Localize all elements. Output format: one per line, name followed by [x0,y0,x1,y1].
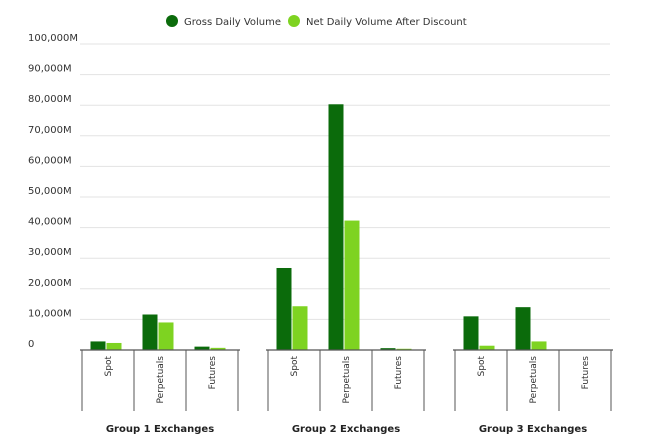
bar-net [106,342,122,350]
bar-net [344,220,360,350]
x-category-label: Perpetuals [156,356,166,404]
bar-gross [194,346,210,350]
group-label: Group 1 Exchanges [106,424,214,435]
y-tick-label: 0 [28,339,34,350]
gridlines [80,43,610,320]
x-category-label: Futures [581,356,591,390]
bar-gross [380,348,396,350]
legend-swatch [166,15,178,27]
bar-net [158,322,174,350]
y-tick-label: 100,000M [28,33,78,44]
legend-label: Gross Daily Volume [184,17,281,28]
y-tick-label: 10,000M [28,308,72,319]
y-tick-label: 80,000M [28,94,72,105]
legend: Gross Daily Volume Net Daily Volume After… [166,15,467,28]
legend-label: Net Daily Volume After Discount [306,17,467,28]
bar-net [531,341,547,350]
x-axis: Spot Perpetuals Futures Group 1 Exchanges Sp… [80,349,613,435]
x-category-label: Spot [477,356,487,377]
bar-net [479,345,495,350]
bar-net [292,306,308,350]
y-tick-label: 20,000M [28,278,72,289]
x-category-label: Futures [394,356,404,390]
x-category-label: Spot [104,356,114,377]
y-tick-label: 70,000M [28,125,72,136]
legend-swatch [288,15,300,27]
x-category-label: Perpetuals [529,356,539,404]
bar-gross [90,341,106,350]
bar-gross [328,104,344,350]
x-category-label: Spot [290,356,300,377]
y-axis: 0 10,000M 20,000M 30,000M 40,000M 50,000M 60,0… [28,33,78,350]
y-tick-label: 90,000M [28,64,72,75]
bar-net [210,347,226,350]
group-label: Group 2 Exchanges [292,424,400,435]
bar-net [396,348,412,350]
y-tick-label: 30,000M [28,247,72,258]
y-tick-label: 60,000M [28,155,72,166]
bar-gross [276,267,292,350]
bar-gross [142,314,158,350]
x-category-label: Perpetuals [342,356,352,404]
y-tick-label: 50,000M [28,186,72,197]
y-tick-label: 40,000M [28,217,72,228]
bars [90,104,547,350]
bar-gross [463,316,479,350]
group-label: Group 3 Exchanges [479,424,587,435]
x-category-label: Futures [208,356,218,390]
bar-gross [515,307,531,350]
